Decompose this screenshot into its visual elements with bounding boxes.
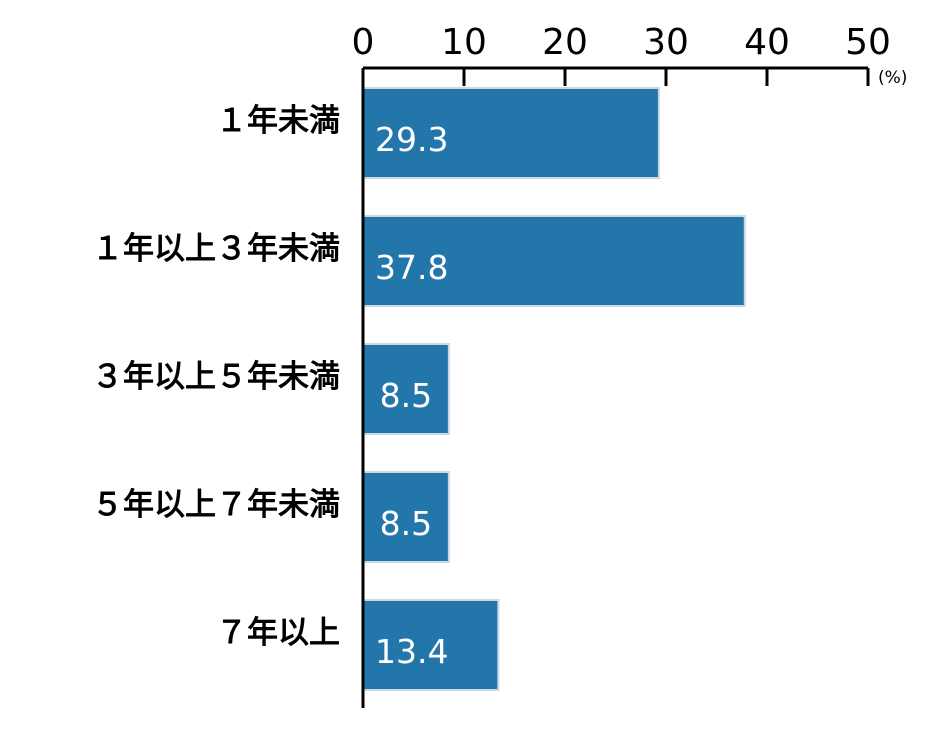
- bar-value-label: 13.4: [375, 632, 448, 671]
- bar: [362, 471, 450, 563]
- category-label: ５年以上７年未満: [92, 487, 340, 523]
- category-label: ３年以上５年未満: [92, 359, 340, 395]
- x-tick-label: 0: [352, 22, 375, 63]
- category-label: １年以上３年未満: [92, 231, 340, 267]
- bars: 29.3 １年未満 37.8 １年以上３年未満 8.5 ３年以上５年未満 8.5 ５年以上７年…: [92, 87, 746, 691]
- x-tick-label: 10: [441, 22, 487, 63]
- x-axis: 0 10 20 30 40 50: [352, 22, 891, 86]
- x-tick-label: 20: [542, 22, 588, 63]
- bar-value-label: 37.8: [375, 248, 448, 287]
- bar-value-label: 8.5: [380, 376, 432, 415]
- bar: [362, 599, 500, 691]
- x-tick-label: 30: [643, 22, 689, 63]
- bar: [362, 343, 450, 435]
- category-label: ７年以上: [216, 615, 340, 651]
- x-tick-label: 50: [845, 22, 891, 63]
- x-tick-label: 40: [744, 22, 790, 63]
- bar-value-label: 8.5: [380, 504, 432, 543]
- unit-label: (%): [878, 68, 907, 88]
- bar: [362, 87, 660, 179]
- bar-value-label: 29.3: [375, 120, 448, 159]
- category-label: １年未満: [216, 103, 340, 139]
